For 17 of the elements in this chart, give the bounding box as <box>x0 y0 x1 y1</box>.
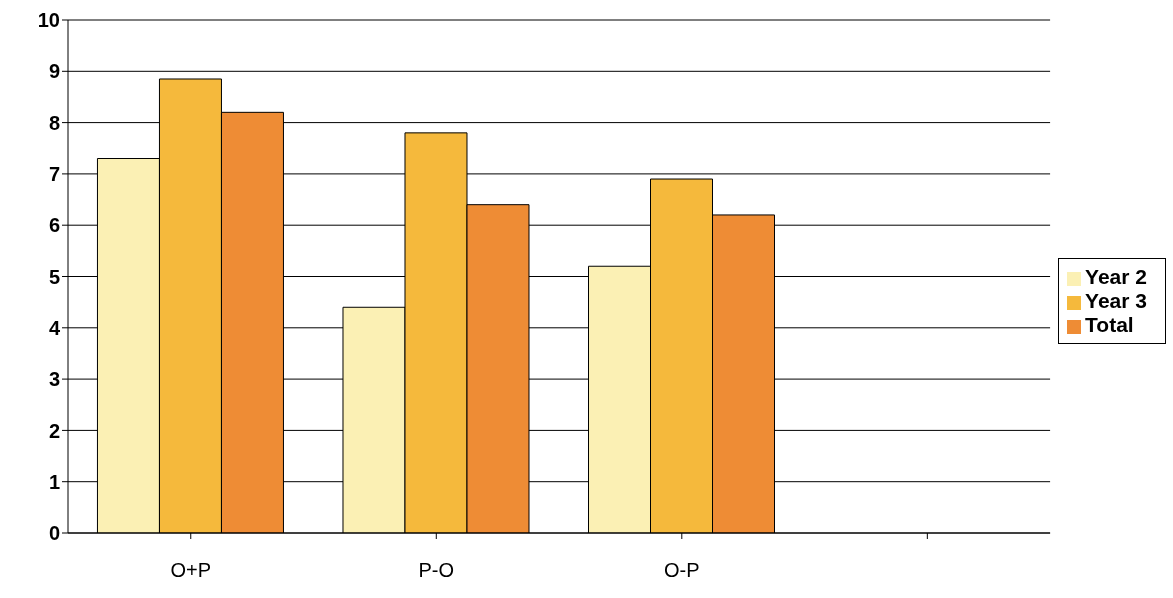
x-tick-label: O-P <box>664 559 700 582</box>
x-tick-label: O+P <box>170 559 212 582</box>
y-tick-label: 7 <box>48 163 60 185</box>
y-tick-label: 1 <box>48 470 60 493</box>
y-tick-label: 6 <box>48 214 60 237</box>
legend-label: Total <box>1085 312 1134 336</box>
y-tick-label: 4 <box>48 316 61 339</box>
legend-label: Year 2 <box>1085 264 1147 288</box>
legend-label: Year 3 <box>1085 288 1147 312</box>
y-tick-label: 8 <box>48 111 60 134</box>
x-tick-label: P-O <box>418 559 455 582</box>
y-tick-label: 9 <box>48 60 60 83</box>
y-tick-label: 0 <box>48 522 60 545</box>
y-tick-label: 2 <box>48 419 60 442</box>
y-tick-label: 10 <box>37 9 60 32</box>
y-tick-label: 3 <box>48 368 60 391</box>
y-tick-label: 5 <box>48 265 60 288</box>
